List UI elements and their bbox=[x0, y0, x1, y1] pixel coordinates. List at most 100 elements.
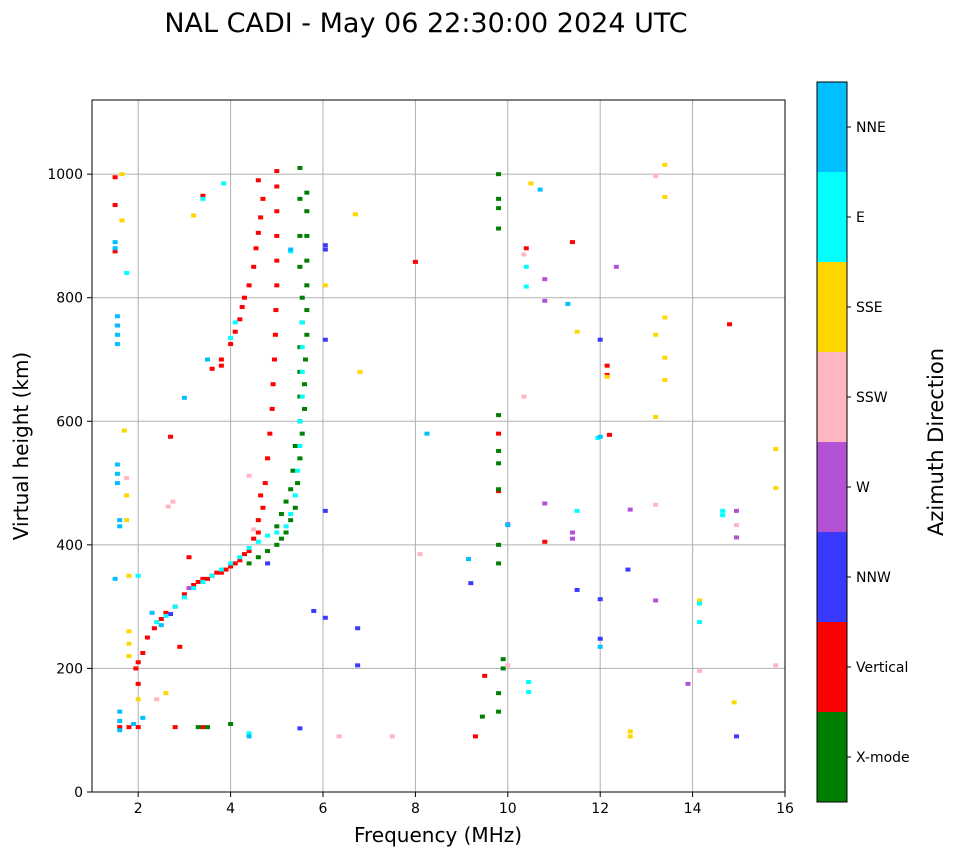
point-e bbox=[237, 555, 243, 560]
point-x-mode bbox=[297, 456, 303, 461]
point-vertical bbox=[273, 308, 279, 313]
point-nnw bbox=[322, 337, 328, 342]
point-sse bbox=[662, 195, 668, 200]
point-vertical bbox=[246, 283, 252, 288]
point-w bbox=[613, 264, 619, 269]
point-vertical bbox=[135, 660, 141, 665]
point-sse bbox=[731, 700, 737, 705]
point-vertical bbox=[412, 259, 418, 264]
point-w bbox=[542, 277, 548, 282]
point-nne bbox=[288, 247, 294, 252]
point-nne bbox=[117, 518, 123, 523]
point-x-mode bbox=[304, 190, 310, 195]
point-vertical bbox=[239, 304, 245, 309]
point-vertical bbox=[218, 570, 224, 575]
point-vertical bbox=[126, 725, 132, 730]
point-sse bbox=[662, 162, 668, 167]
point-nne bbox=[140, 715, 146, 720]
point-nnw bbox=[355, 663, 361, 668]
point-x-mode bbox=[274, 542, 280, 547]
point-ssw bbox=[251, 527, 257, 532]
point-sse bbox=[163, 691, 169, 696]
point-ssw bbox=[521, 394, 527, 399]
point-vertical bbox=[265, 456, 271, 461]
point-vertical bbox=[151, 626, 157, 631]
point-nnw bbox=[355, 626, 361, 631]
point-vertical bbox=[177, 644, 183, 649]
point-nne bbox=[424, 431, 430, 436]
point-e bbox=[526, 689, 532, 694]
point-e bbox=[246, 545, 252, 550]
point-vertical bbox=[255, 230, 261, 235]
x-tick-label: 14 bbox=[684, 801, 702, 817]
point-x-mode bbox=[496, 172, 502, 177]
point-vertical bbox=[237, 317, 243, 322]
point-vertical bbox=[144, 635, 150, 640]
colorbar-frame bbox=[816, 81, 848, 803]
point-x-mode bbox=[278, 511, 284, 516]
point-nnw bbox=[265, 561, 271, 566]
point-nnw bbox=[322, 615, 328, 620]
point-e bbox=[523, 284, 529, 289]
point-vertical bbox=[258, 493, 264, 498]
y-tick-label: 0 bbox=[74, 785, 83, 801]
point-x-mode bbox=[278, 536, 284, 541]
point-sse bbox=[121, 428, 127, 433]
point-vertical bbox=[253, 246, 259, 251]
colorbar-label: X-mode bbox=[856, 750, 910, 766]
point-x-mode bbox=[283, 530, 289, 535]
data-points bbox=[112, 162, 779, 739]
point-e bbox=[246, 731, 252, 736]
point-x-mode bbox=[297, 233, 303, 238]
point-w bbox=[569, 536, 575, 541]
point-e bbox=[523, 264, 529, 269]
point-ssw bbox=[170, 499, 176, 504]
point-x-mode bbox=[302, 357, 308, 362]
point-nnw bbox=[322, 508, 328, 513]
point-x-mode bbox=[283, 499, 289, 504]
point-sse bbox=[126, 573, 132, 578]
point-e bbox=[255, 539, 261, 544]
point-e bbox=[295, 468, 301, 473]
point-sse bbox=[357, 369, 363, 374]
colorbar-segment bbox=[817, 82, 847, 172]
colorbar-segment bbox=[817, 172, 847, 262]
point-nnw bbox=[733, 734, 739, 739]
point-nnw bbox=[168, 612, 174, 617]
point-e bbox=[200, 579, 206, 584]
point-nnw bbox=[597, 597, 603, 602]
point-vertical bbox=[606, 432, 612, 437]
point-nne bbox=[505, 523, 511, 528]
point-vertical bbox=[200, 193, 206, 198]
point-nne bbox=[114, 332, 120, 337]
point-nne bbox=[114, 314, 120, 319]
point-w bbox=[542, 298, 548, 303]
point-nne bbox=[205, 357, 210, 362]
point-vertical bbox=[186, 555, 192, 560]
point-vertical bbox=[472, 734, 478, 739]
colorbar-label: SSW bbox=[856, 390, 888, 406]
point-nne bbox=[112, 576, 118, 581]
point-nne bbox=[131, 722, 137, 727]
point-e bbox=[574, 508, 580, 513]
point-vertical bbox=[274, 283, 280, 288]
point-e bbox=[526, 680, 532, 685]
y-axis-label: Virtual height (km) bbox=[9, 352, 33, 541]
point-e bbox=[299, 369, 305, 374]
x-tick-label: 10 bbox=[499, 801, 517, 817]
y-tick-label: 800 bbox=[56, 291, 83, 307]
point-vertical bbox=[262, 481, 268, 486]
point-e bbox=[265, 533, 271, 538]
point-sse bbox=[604, 374, 610, 379]
point-e bbox=[221, 181, 227, 186]
point-ssw bbox=[417, 552, 423, 557]
point-vertical bbox=[272, 332, 278, 337]
point-x-mode bbox=[302, 406, 308, 411]
point-sse bbox=[191, 213, 197, 218]
point-ssw bbox=[389, 734, 395, 739]
point-vertical bbox=[255, 518, 261, 523]
point-x-mode bbox=[500, 657, 506, 662]
point-x-mode bbox=[496, 226, 502, 231]
point-ssw bbox=[733, 523, 739, 528]
point-x-mode bbox=[302, 382, 308, 387]
